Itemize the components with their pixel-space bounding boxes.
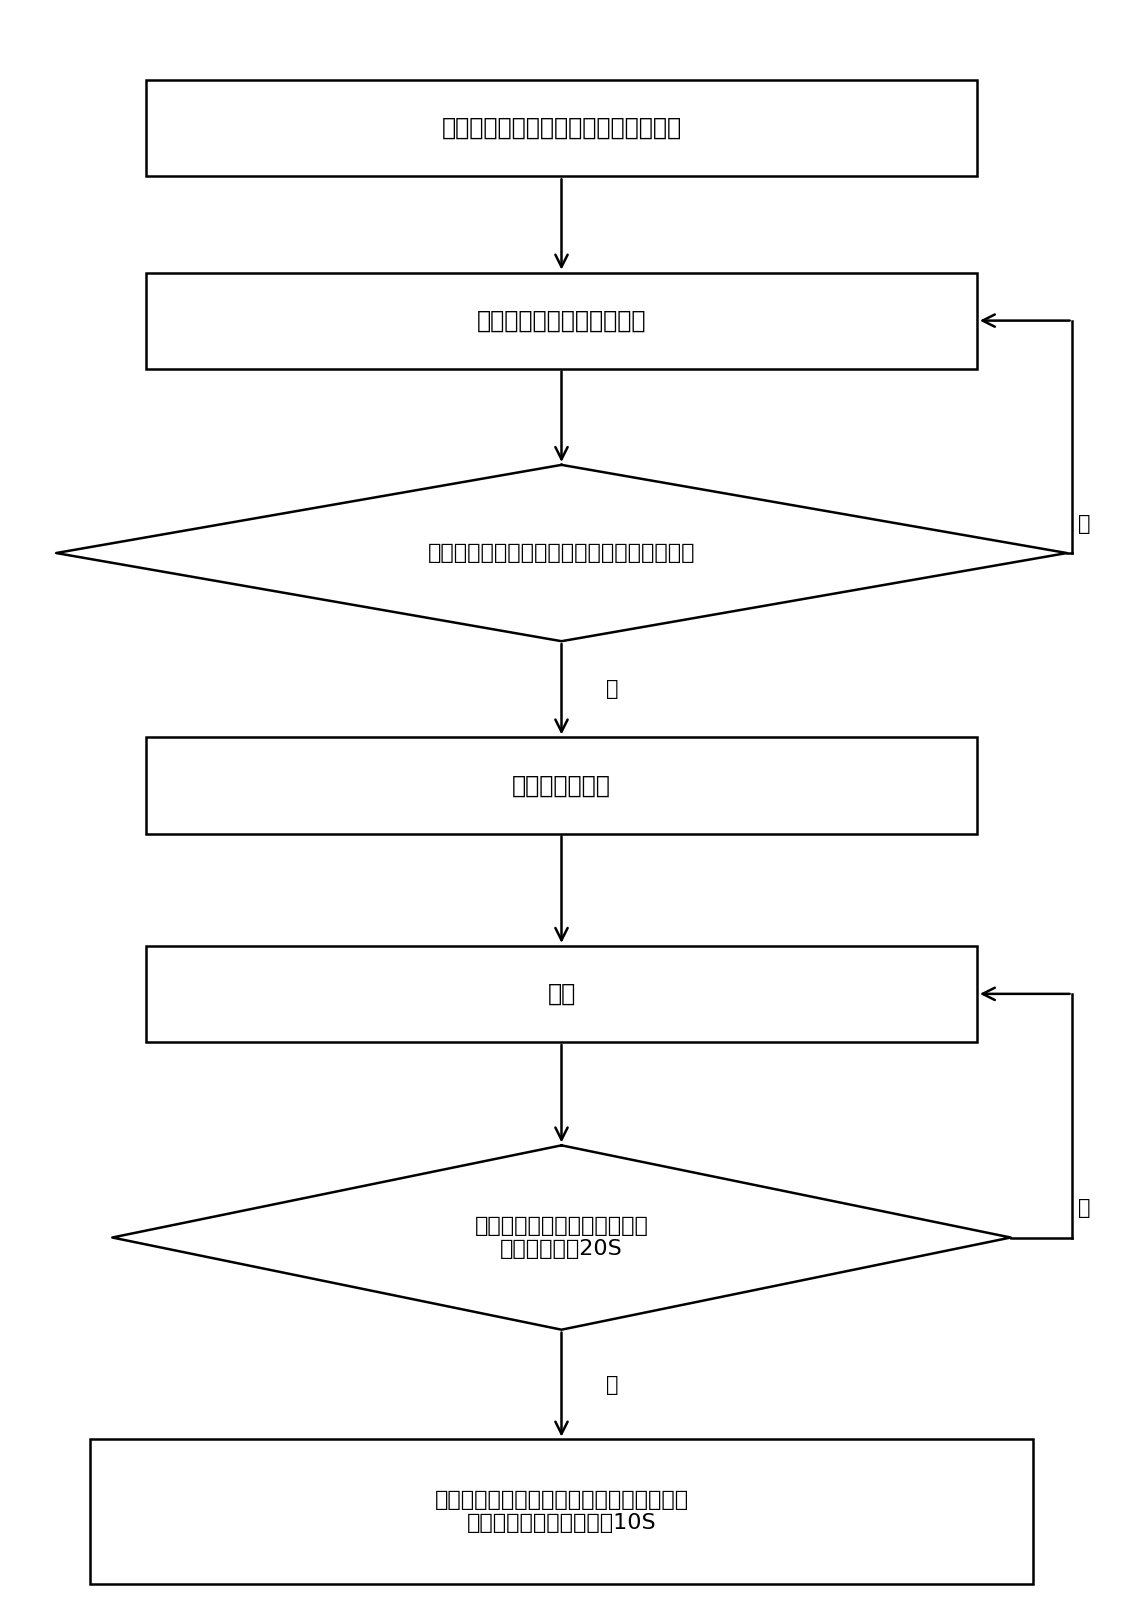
Text: 判断真空助力器中的真空度是否小于开启阈值: 判断真空助力器中的真空度是否小于开启阈值 xyxy=(428,543,695,563)
Text: 否: 否 xyxy=(1078,515,1090,534)
Text: 计时: 计时 xyxy=(547,983,576,1005)
Bar xyxy=(146,273,977,369)
Polygon shape xyxy=(112,1145,1011,1330)
Bar xyxy=(146,737,977,834)
Text: 开启电子真空泵: 开启电子真空泵 xyxy=(512,774,611,797)
Bar xyxy=(146,946,977,1042)
Text: 获取真空助力器中的真空度: 获取真空助力器中的真空度 xyxy=(477,309,646,332)
Text: 确定电子真空泵的开启阈值和关闭阈值: 确定电子真空泵的开启阈值和关闭阈值 xyxy=(441,117,682,139)
Bar xyxy=(146,80,977,176)
Text: 控制电子真空泵停止工作，后续每踩一次制
动，电子真空泵连续工作10S: 控制电子真空泵停止工作，后续每踩一次制 动，电子真空泵连续工作10S xyxy=(435,1491,688,1532)
Bar xyxy=(90,1439,1033,1584)
Text: 判断电子真空泵连续工作时间
是否大于等于20S: 判断电子真空泵连续工作时间 是否大于等于20S xyxy=(475,1217,648,1258)
Polygon shape xyxy=(56,465,1067,641)
Text: 否: 否 xyxy=(1078,1199,1090,1218)
Text: 是: 是 xyxy=(606,1375,619,1395)
Text: 是: 是 xyxy=(606,680,619,699)
